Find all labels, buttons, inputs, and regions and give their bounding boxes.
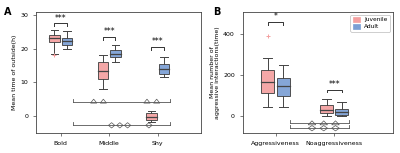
Bar [277,78,290,96]
Bar [98,62,108,79]
Bar [159,64,169,74]
Bar [262,70,274,93]
Bar [62,38,72,45]
Bar [336,109,348,115]
Y-axis label: Mean number of
aggressive interactions(time): Mean number of aggressive interactions(t… [210,26,220,119]
Text: ***: *** [328,80,340,89]
Text: ***: *** [103,27,115,36]
Y-axis label: Mean time of outside(h): Mean time of outside(h) [12,35,18,110]
Legend: Juvenile, Adult: Juvenile, Adult [350,15,390,32]
Text: *: * [274,12,278,21]
Text: B: B [213,7,221,17]
Text: ***: *** [55,14,66,23]
Text: A: A [4,7,11,17]
Text: ***: *** [152,37,164,46]
Bar [146,113,157,120]
Bar [49,35,60,42]
Bar [110,50,121,57]
Bar [320,105,333,113]
